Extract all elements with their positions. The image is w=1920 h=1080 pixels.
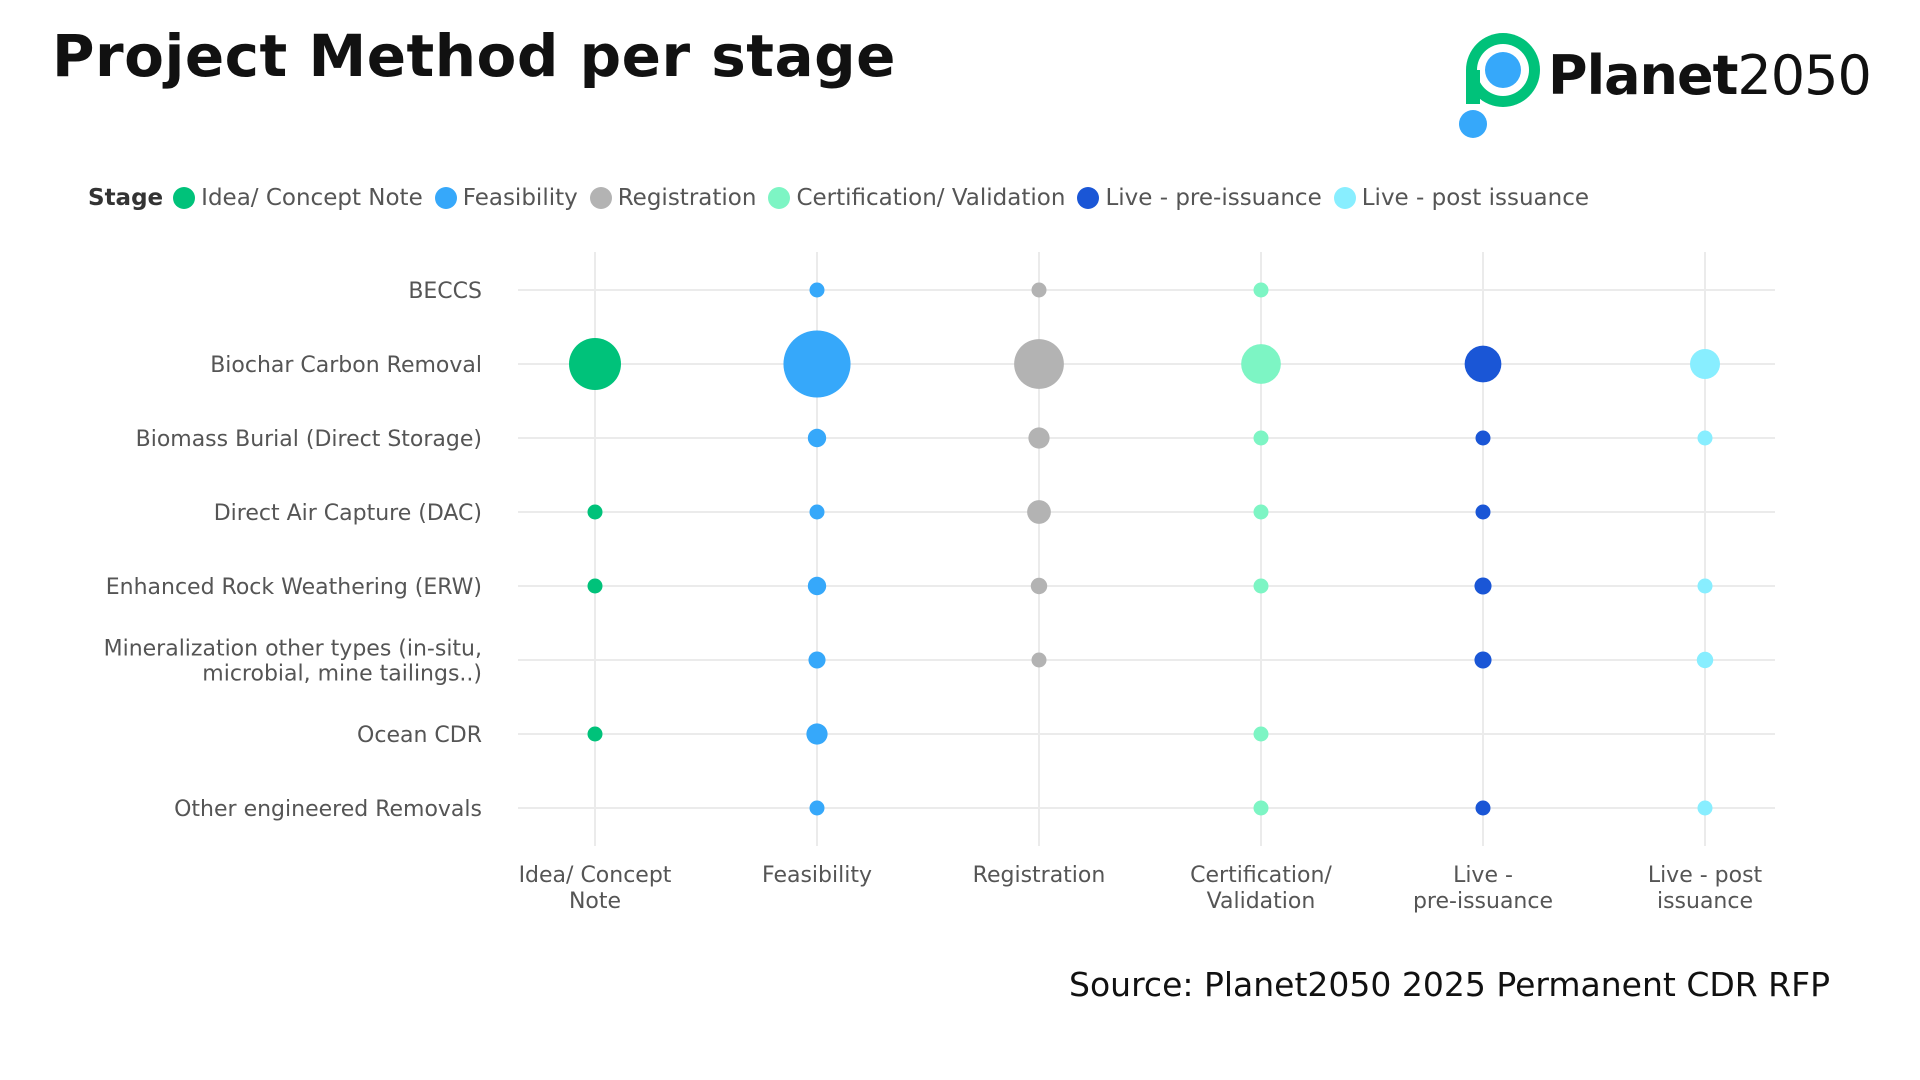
x-tick-label-4-1: pre-issuance [1413, 889, 1553, 914]
bubble-4-2 [1030, 577, 1048, 595]
legend-item-4: Live - pre-issuance [1077, 185, 1322, 211]
y-tick-label-7: Other engineered Removals [174, 797, 482, 822]
bubble-4-5 [1697, 578, 1713, 594]
legend-label-5: Live - post issuance [1361, 185, 1590, 211]
legend-title: Stage [88, 185, 164, 211]
bubble-2-2 [1028, 427, 1050, 449]
legend-dot-5 [1333, 187, 1356, 209]
bubble-6-1 [806, 723, 828, 745]
bubble-4-0 [587, 578, 603, 594]
legend-item-2: Registration [589, 185, 757, 211]
x-tick-label-0-1: Note [569, 889, 621, 914]
bubble-4-4 [1474, 577, 1492, 595]
legend-label-1: Feasibility [462, 185, 578, 211]
x-tick-label-1: Feasibility [762, 863, 872, 888]
bubble-chart: BECCS Biochar Carbon Removal Biomass Buria… [104, 252, 1775, 914]
legend-item-1: Feasibility [434, 185, 578, 211]
bubble-3-3 [1253, 504, 1269, 520]
y-tick-label-4: Enhanced Rock Weathering (ERW) [106, 575, 482, 600]
logo-text-2050: 2050 [1737, 44, 1871, 107]
legend-label-0: Idea/ Concept Note [201, 185, 423, 211]
bubble-6-3 [1253, 726, 1269, 742]
bubble-6-0 [587, 726, 603, 742]
legend-dot-2 [589, 187, 612, 209]
bubble-0-2 [1031, 282, 1047, 298]
bubble-1-5 [1690, 349, 1720, 379]
source-note: Source: Planet2050 2025 Permanent CDR RF… [1069, 965, 1830, 1004]
bubble-4-1 [807, 576, 827, 596]
bubble-7-1 [809, 800, 825, 816]
logo-text-planet: Planet [1548, 44, 1738, 107]
page-title: Project Method per stage [52, 22, 896, 90]
bubble-5-2 [1031, 652, 1047, 668]
legend-dot-0 [173, 187, 196, 209]
legend-label-3: Certification/ Validation [796, 185, 1066, 211]
y-tick-label-5-1: microbial, mine tailings..) [202, 662, 482, 687]
x-tick-label-4-0: Live - [1453, 863, 1513, 888]
bubble-0-3 [1253, 282, 1269, 298]
x-tick-label-5-1: issuance [1657, 889, 1753, 914]
y-tick-label-0: BECCS [408, 279, 482, 304]
bubble-7-3 [1253, 800, 1269, 816]
x-tick-label-5-0: Live - post [1648, 863, 1763, 888]
legend-item-5: Live - post issuance [1333, 185, 1590, 211]
bubble-2-5 [1697, 430, 1713, 446]
x-tick-label-2: Registration [973, 863, 1106, 888]
y-tick-label-2: Biomass Burial (Direct Storage) [136, 427, 482, 452]
legend-dot-4 [1077, 187, 1100, 209]
legend-label-2: Registration [617, 185, 757, 211]
bubble-3-1 [809, 504, 825, 520]
bubble-5-4 [1474, 651, 1492, 669]
bubble-3-2 [1027, 500, 1051, 524]
bubble-2-4 [1475, 430, 1491, 446]
x-tick-label-0-0: Idea/ Concept [519, 863, 672, 888]
legend-items: Idea/ Concept Note Feasibility Registratio… [173, 185, 1601, 211]
bubble-0-1 [809, 282, 825, 298]
bubble-2-1 [807, 428, 827, 448]
legend-dot-3 [768, 187, 791, 209]
bubble-1-4 [1464, 345, 1502, 383]
legend-dot-1 [434, 187, 457, 209]
bubble-4-3 [1253, 578, 1269, 594]
bubble-2-3 [1253, 430, 1269, 446]
planet2050-logo: Planet2050 [1440, 18, 1872, 142]
chart-legend: Stage Idea/ Concept Note Feasibility Regis… [88, 180, 1601, 216]
legend-label-4: Live - pre-issuance [1105, 185, 1322, 211]
legend-item-3: Certification/ Validation [768, 185, 1065, 211]
bubble-1-3 [1241, 344, 1281, 384]
x-tick-label-3-0: Certification/ [1190, 863, 1332, 888]
bubble-3-4 [1475, 504, 1491, 520]
bubble-1-0 [569, 338, 621, 390]
y-tick-label-1: Biochar Carbon Removal [210, 353, 482, 378]
planet-logo-icon [1459, 33, 1540, 138]
y-tick-label-3: Direct Air Capture (DAC) [214, 501, 482, 526]
bubble-1-1 [783, 330, 851, 398]
bubble-3-0 [587, 504, 603, 520]
bubble-7-4 [1475, 800, 1491, 816]
bubble-1-2 [1014, 339, 1064, 389]
logo-wordmark: Planet2050 [1548, 44, 1872, 107]
x-tick-label-3-1: Validation [1207, 889, 1316, 914]
y-tick-label-5-0: Mineralization other types (in-situ, [104, 637, 482, 662]
bubble-5-5 [1696, 651, 1714, 669]
bubble-7-5 [1697, 800, 1713, 816]
legend-item-0: Idea/ Concept Note [173, 185, 423, 211]
y-tick-label-6: Ocean CDR [357, 723, 482, 748]
bubble-5-1 [808, 651, 826, 669]
